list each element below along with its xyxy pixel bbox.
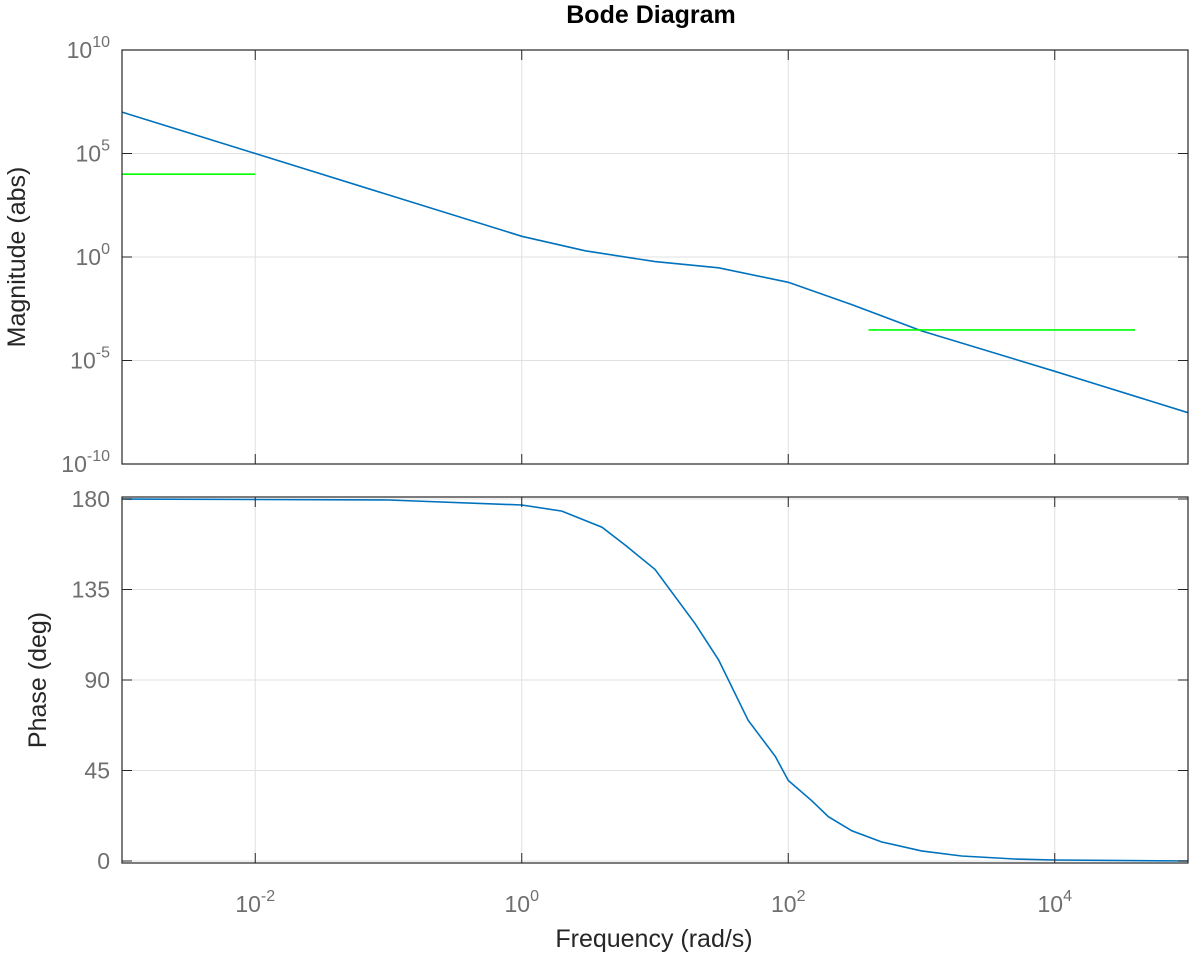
phase-y-tick-label: 135 [72,577,110,603]
phase-y-tick-label: 90 [84,667,110,693]
magnitude-y-tick-label: 10-10 [61,448,110,477]
x-tick-label: 102 [771,888,806,917]
phase-y-tick-label: 45 [84,757,110,783]
magnitude-y-tick-label: 105 [76,138,111,167]
magnitude-y-tick-label: 10-5 [70,345,110,374]
x-axis-label: Frequency (rad/s) [555,925,752,953]
magnitude-y-tick-label: 100 [76,241,111,270]
phase-y-tick-label: 180 [72,486,110,512]
phase-response-line [121,498,1189,862]
phase-y-axis-label: Phase (deg) [24,612,52,748]
magnitude-y-axis-label: Magnitude (abs) [3,167,31,348]
x-tick-label: 100 [505,888,540,917]
phase-y-tick-label: 0 [97,848,110,874]
magnitude-panel: 1010 105 100 10-5 10-10 Magnitude (abs) [3,34,1189,477]
x-tick-label: 10-2 [235,888,275,917]
magnitude-response-line [121,111,1189,414]
chart-panels: 1010 105 100 10-5 10-10 Magnitude (abs) 180 135… [3,34,1189,917]
phase-panel: 180 135 90 45 0 Phase (deg) [24,486,1189,874]
magnitude-y-tick-label: 1010 [67,34,110,63]
chart-title: Bode Diagram [566,1,735,29]
x-tick-label: 104 [1038,888,1073,917]
